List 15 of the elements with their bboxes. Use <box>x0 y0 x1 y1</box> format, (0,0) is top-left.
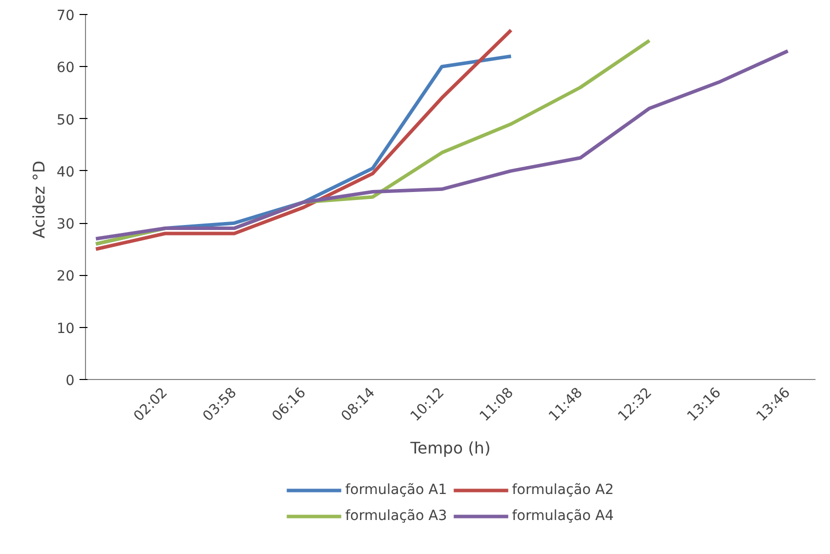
y-tick-label: 10 <box>56 320 75 337</box>
y-tick-label: 0 <box>66 373 75 389</box>
legend-label: formulação A3 <box>345 508 447 524</box>
y-tick-label: 40 <box>56 164 75 180</box>
y-tick-label: 60 <box>56 60 75 76</box>
legend-label: formulação A2 <box>512 482 614 498</box>
y-tick-label: 70 <box>56 8 75 24</box>
y-tick-label: 30 <box>56 216 75 233</box>
y-tick-label: 50 <box>56 112 75 128</box>
y-tick-label: 20 <box>56 268 75 285</box>
y-axis-title: Acidez °D <box>30 160 49 238</box>
legend-label: formulação A4 <box>512 508 614 524</box>
line-series <box>94 49 790 240</box>
legend-label: formulação A1 <box>345 482 447 498</box>
x-axis-title: Tempo (h) <box>409 438 491 458</box>
